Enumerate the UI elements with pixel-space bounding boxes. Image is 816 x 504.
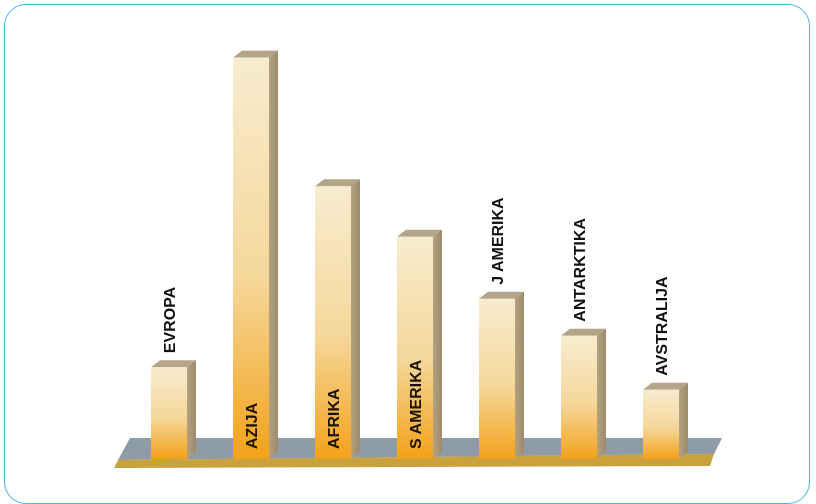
bar-front xyxy=(479,298,515,459)
category-label: AVSTRALIJA xyxy=(654,276,671,376)
bar-side xyxy=(515,291,524,459)
bar-top xyxy=(561,328,606,336)
bar-top xyxy=(233,50,278,58)
bar-top xyxy=(151,360,196,368)
category-label: AZIJA xyxy=(244,402,261,449)
category-label: S AMERIKA xyxy=(408,359,425,449)
bar-side xyxy=(433,229,442,459)
category-label: EVROPA xyxy=(162,286,179,353)
category-label: ANTARKTIKA xyxy=(572,218,589,322)
bar xyxy=(561,328,606,459)
category-label: J AMERIKA xyxy=(490,197,507,285)
bar-front xyxy=(643,389,679,459)
bar-top xyxy=(479,291,524,299)
bar xyxy=(151,360,196,459)
bar-front xyxy=(561,335,597,459)
bar xyxy=(315,179,360,460)
bar xyxy=(643,382,688,459)
bar-side xyxy=(269,50,278,459)
bar xyxy=(397,229,442,459)
bar-side xyxy=(597,328,606,459)
bar-top xyxy=(397,229,442,237)
bar xyxy=(233,50,278,459)
bar-side xyxy=(187,360,196,459)
bar-top xyxy=(315,179,360,187)
bar-front xyxy=(151,367,187,459)
bar-series xyxy=(151,50,688,460)
bar-top xyxy=(643,382,688,390)
category-labels: EVROPA AZIJA AFRIKA S AMERIKA J AMERIKA ANTAR… xyxy=(162,197,671,449)
category-label: AFRIKA xyxy=(326,388,343,449)
bar-front xyxy=(397,236,433,459)
bar-side xyxy=(351,179,360,460)
bar xyxy=(479,291,524,459)
bar-side xyxy=(679,382,688,459)
bar-front xyxy=(315,186,351,460)
bar-front xyxy=(233,57,269,459)
